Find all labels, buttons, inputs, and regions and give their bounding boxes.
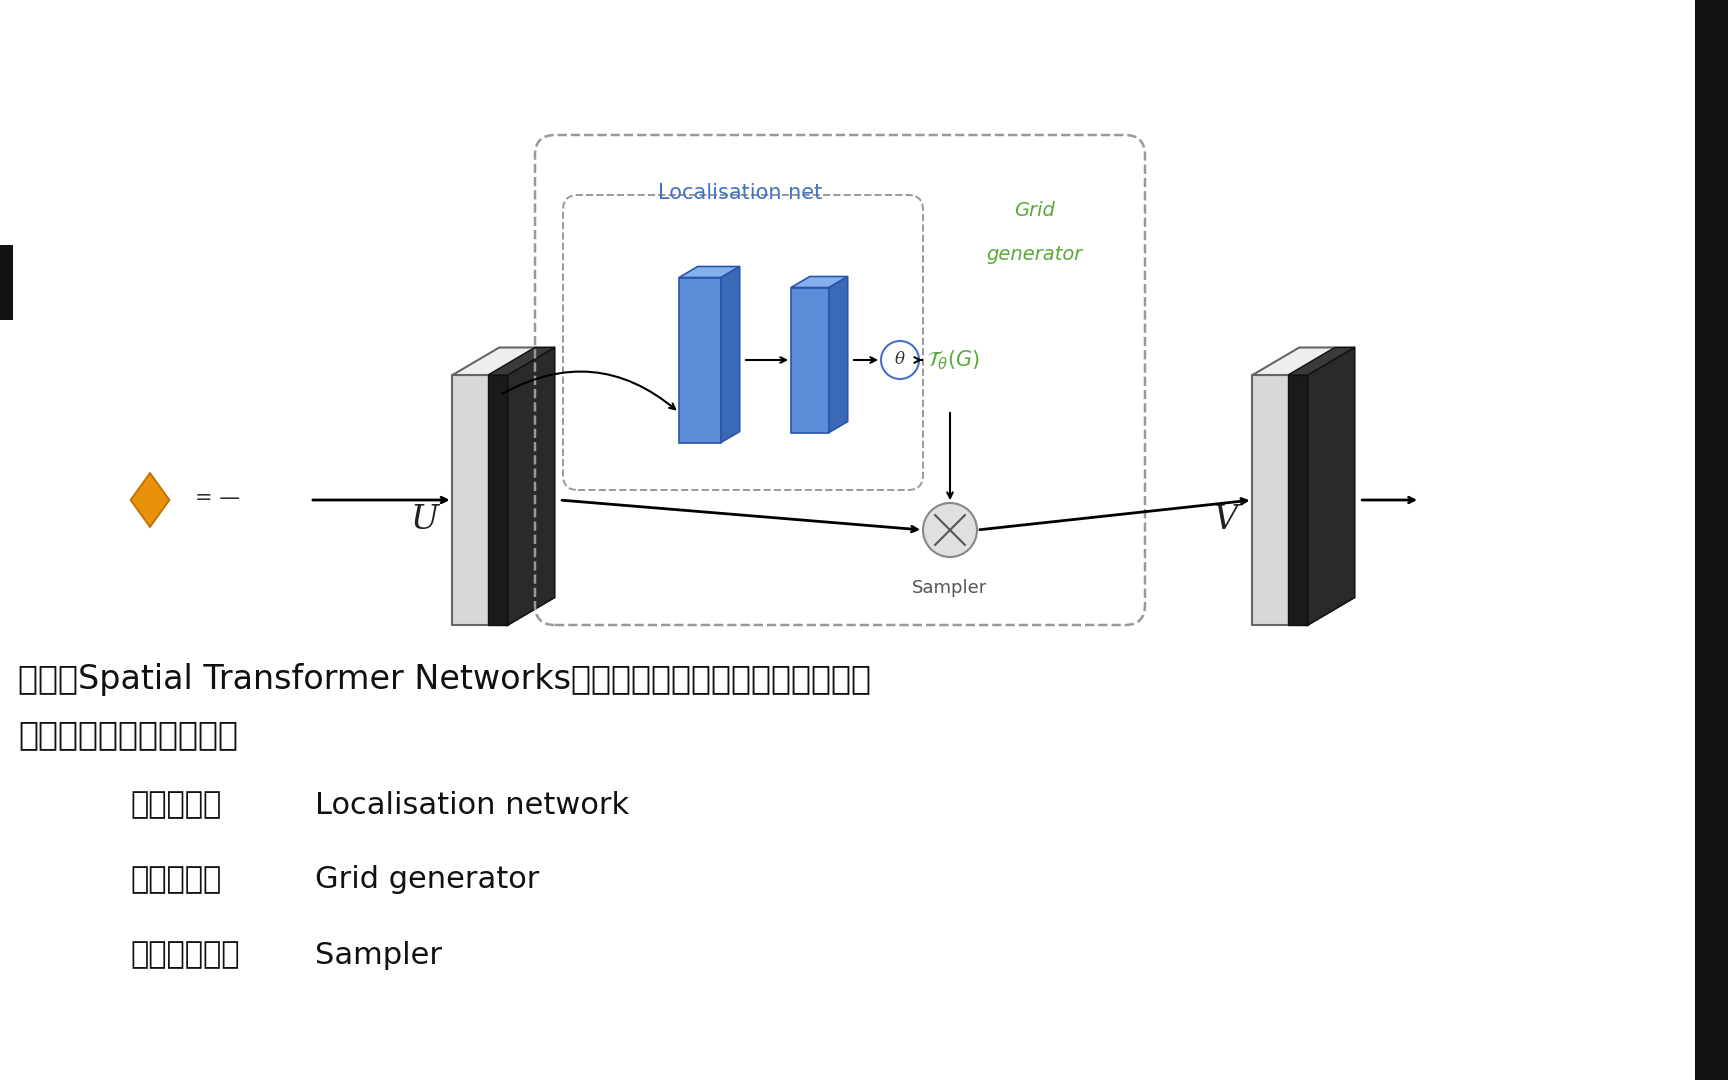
Polygon shape — [131, 473, 169, 527]
FancyBboxPatch shape — [0, 245, 14, 320]
Text: V: V — [1213, 504, 1237, 536]
FancyBboxPatch shape — [1695, 0, 1728, 1080]
Text: Grid: Grid — [1014, 201, 1056, 219]
Text: generator: generator — [987, 245, 1083, 265]
Text: Localisation net: Localisation net — [658, 183, 823, 203]
Polygon shape — [1287, 375, 1308, 625]
Polygon shape — [487, 375, 508, 625]
Polygon shape — [791, 287, 829, 432]
Text: 如图是Spatial Transformer Networks的结构，主要的部分一共有三个，: 如图是Spatial Transformer Networks的结构，主要的部分… — [17, 663, 871, 697]
Polygon shape — [791, 276, 848, 287]
Polygon shape — [453, 375, 508, 625]
Polygon shape — [1253, 375, 1308, 625]
Polygon shape — [829, 276, 848, 432]
Text: Sampler: Sampler — [912, 579, 988, 597]
Text: θ: θ — [895, 351, 905, 367]
Polygon shape — [508, 348, 555, 625]
Text: 参数预测：: 参数预测： — [130, 791, 221, 820]
Polygon shape — [679, 278, 721, 443]
Polygon shape — [487, 348, 555, 375]
Text: 像素的采集：: 像素的采集： — [130, 941, 240, 970]
Polygon shape — [1253, 348, 1355, 375]
Polygon shape — [508, 348, 555, 625]
Polygon shape — [679, 267, 740, 278]
Polygon shape — [721, 267, 740, 443]
Text: $\mathcal{T}_\theta(G)$: $\mathcal{T}_\theta(G)$ — [926, 348, 980, 372]
Polygon shape — [1308, 348, 1355, 625]
Text: U: U — [411, 504, 439, 536]
Text: Grid generator: Grid generator — [314, 865, 539, 894]
Polygon shape — [1308, 348, 1355, 625]
Polygon shape — [1287, 348, 1355, 375]
Circle shape — [923, 503, 976, 557]
Text: Localisation network: Localisation network — [314, 791, 629, 820]
Text: Sampler: Sampler — [314, 941, 442, 970]
Polygon shape — [453, 348, 555, 375]
Text: = —: = — — [195, 488, 240, 508]
Text: 它们的功能和名称如下：: 它们的功能和名称如下： — [17, 718, 238, 752]
Circle shape — [881, 341, 919, 379]
Text: 坐标映射：: 坐标映射： — [130, 865, 221, 894]
